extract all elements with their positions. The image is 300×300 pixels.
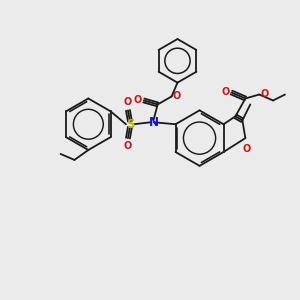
Text: O: O <box>172 91 181 100</box>
Text: O: O <box>221 86 230 97</box>
Text: O: O <box>124 141 132 151</box>
Text: O: O <box>260 88 269 98</box>
Text: O: O <box>242 144 250 154</box>
Text: O: O <box>124 98 132 107</box>
Text: S: S <box>126 118 134 131</box>
Text: N: N <box>149 116 159 129</box>
Text: O: O <box>134 95 142 106</box>
